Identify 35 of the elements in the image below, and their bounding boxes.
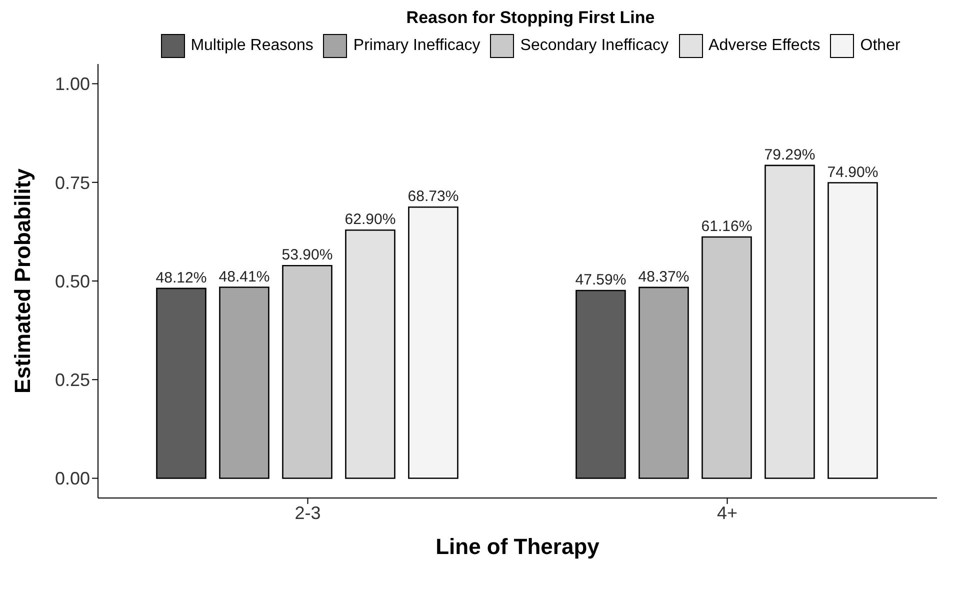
bar xyxy=(156,288,206,479)
y-tick-label: 0.25 xyxy=(54,370,90,390)
x-tick-label: 4+ xyxy=(716,502,738,523)
data-label: 61.16% xyxy=(701,218,752,235)
bar xyxy=(345,229,396,479)
data-label: 79.29% xyxy=(764,146,816,164)
y-tick-label: 1.00 xyxy=(54,74,90,94)
bar xyxy=(219,286,270,479)
legend-label: Other xyxy=(860,37,900,55)
x-tick-label: 2-3 xyxy=(294,502,321,523)
bar xyxy=(282,264,332,479)
bar xyxy=(828,182,878,479)
legend-label: Multiple Reasons xyxy=(190,37,314,55)
bar xyxy=(408,206,458,479)
y-axis-title: Estimated Probability xyxy=(10,168,35,394)
legend-label: Primary Inefficacy xyxy=(353,37,480,55)
data-label: 62.90% xyxy=(344,211,396,228)
data-label: 48.37% xyxy=(638,268,690,286)
y-tick-label: 0.00 xyxy=(54,468,90,489)
bar xyxy=(576,290,626,479)
y-tick-label: 0.75 xyxy=(54,172,90,193)
data-label: 74.90% xyxy=(827,164,878,181)
legend-title: Reason for Stopping First Line xyxy=(406,8,655,28)
bar xyxy=(702,236,752,479)
data-label: 48.12% xyxy=(156,269,207,286)
legend-label: Adverse Effects xyxy=(708,37,820,55)
bar xyxy=(638,286,689,479)
x-axis-title: Line of Therapy xyxy=(436,534,600,559)
data-label: 48.41% xyxy=(218,268,270,286)
y-tick-label: 0.50 xyxy=(54,271,90,292)
data-label: 53.90% xyxy=(282,246,333,264)
data-label: 47.59% xyxy=(575,272,626,289)
data-label: 68.73% xyxy=(408,188,459,206)
legend-label: Secondary Inefficacy xyxy=(520,37,669,55)
bar xyxy=(764,164,815,479)
